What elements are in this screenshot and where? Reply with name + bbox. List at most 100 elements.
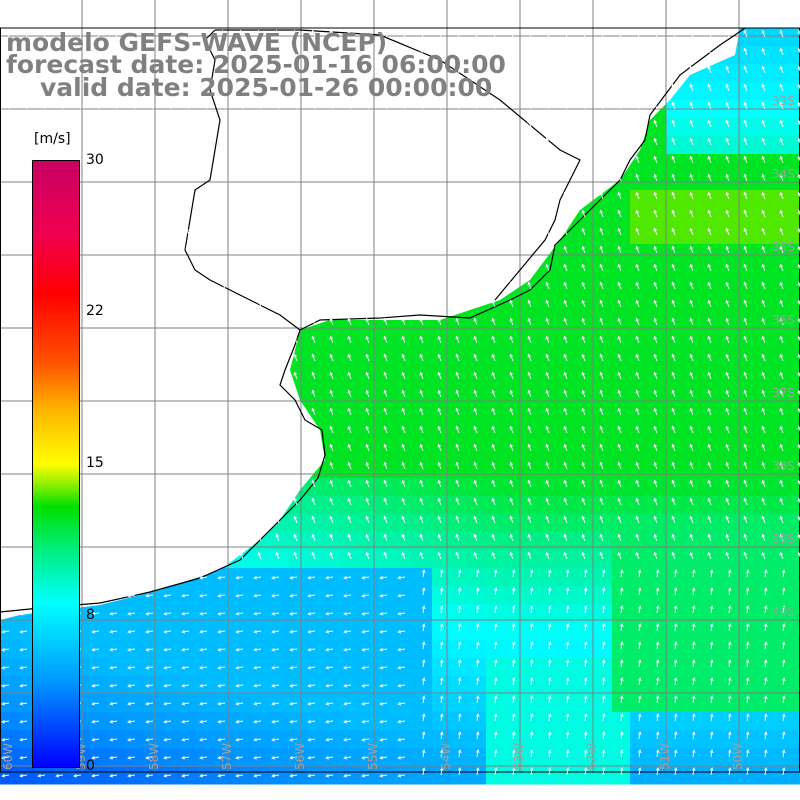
wind-arrow bbox=[619, 659, 624, 668]
wind-arrow bbox=[581, 29, 586, 38]
wind-cell bbox=[342, 586, 361, 605]
wind-arrow bbox=[163, 755, 172, 760]
wind-cell bbox=[522, 460, 541, 479]
wind-arrow bbox=[779, 317, 784, 326]
wind-cell bbox=[630, 154, 649, 173]
wind-cell bbox=[648, 712, 667, 731]
wind-arrow bbox=[167, 155, 172, 164]
wind-arrow bbox=[455, 155, 460, 164]
wind-arrow bbox=[199, 683, 208, 688]
wind-arrow bbox=[763, 749, 768, 758]
wind-cell bbox=[576, 532, 595, 551]
wind-arrow bbox=[545, 371, 550, 380]
wind-arrow bbox=[655, 695, 660, 704]
wind-arrow bbox=[365, 371, 370, 380]
wind-arrow bbox=[221, 83, 226, 92]
wind-arrow bbox=[401, 479, 406, 488]
wind-arrow bbox=[311, 263, 316, 272]
wind-arrow bbox=[653, 155, 658, 164]
wind-arrow bbox=[347, 227, 352, 236]
wind-cell bbox=[126, 730, 145, 749]
wind-cell bbox=[324, 388, 343, 407]
wind-arrow bbox=[5, 83, 10, 92]
wind-cell bbox=[360, 514, 379, 533]
wind-arrow bbox=[493, 605, 498, 614]
wind-arrow bbox=[725, 119, 730, 128]
wind-cell bbox=[720, 658, 739, 677]
wind-arrow bbox=[599, 155, 604, 164]
wind-arrow bbox=[455, 407, 460, 416]
wind-arrow bbox=[599, 245, 604, 254]
wind-arrow bbox=[365, 461, 370, 470]
wind-arrow bbox=[511, 659, 516, 668]
wind-cell bbox=[414, 550, 433, 569]
wind-arrow bbox=[437, 407, 442, 416]
wind-arrow bbox=[455, 281, 460, 290]
wind-cell bbox=[270, 694, 289, 713]
wind-arrow bbox=[689, 497, 694, 506]
wind-cell bbox=[450, 676, 469, 695]
wind-arrow bbox=[275, 425, 280, 434]
wind-arrow bbox=[257, 533, 262, 542]
wind-arrow bbox=[163, 665, 172, 670]
wind-arrow bbox=[239, 101, 244, 110]
wind-arrow bbox=[475, 731, 480, 740]
wind-arrow bbox=[725, 443, 730, 452]
wind-arrow bbox=[529, 605, 534, 614]
wind-arrow bbox=[239, 479, 244, 488]
wind-cell bbox=[360, 550, 379, 569]
wind-arrow bbox=[131, 101, 136, 110]
colorbar-tick: 30 bbox=[86, 152, 104, 168]
wind-arrow bbox=[653, 47, 658, 56]
wind-arrow bbox=[419, 119, 424, 128]
wind-arrow bbox=[779, 137, 784, 146]
wind-arrow bbox=[565, 641, 570, 650]
wind-arrow bbox=[509, 425, 514, 434]
wind-arrow bbox=[437, 101, 442, 110]
wind-cell bbox=[558, 298, 577, 317]
wind-arrow bbox=[583, 695, 588, 704]
wind-arrow bbox=[257, 353, 262, 362]
wind-arrow bbox=[77, 65, 82, 74]
wind-cell bbox=[486, 568, 505, 587]
wind-arrow bbox=[779, 281, 784, 290]
wind-cell bbox=[774, 298, 793, 317]
wind-cell bbox=[468, 766, 487, 785]
wind-cell bbox=[666, 766, 685, 785]
wind-arrow bbox=[529, 677, 534, 686]
wind-arrow bbox=[473, 533, 478, 542]
lat-label: 34S bbox=[772, 167, 795, 181]
wind-arrow bbox=[727, 713, 732, 722]
wind-arrow bbox=[779, 209, 784, 218]
wind-arrow bbox=[545, 65, 550, 74]
wind-arrow bbox=[343, 665, 352, 670]
wind-cell bbox=[666, 190, 685, 209]
wind-arrow bbox=[563, 263, 568, 272]
wind-cell bbox=[252, 748, 271, 767]
wind-arrow bbox=[347, 335, 352, 344]
wind-arrow bbox=[671, 371, 676, 380]
wind-arrow bbox=[653, 533, 658, 542]
wind-arrow bbox=[475, 749, 480, 758]
wind-arrow bbox=[401, 443, 406, 452]
wind-cell bbox=[792, 694, 800, 713]
wind-cell bbox=[486, 532, 505, 551]
wind-arrow bbox=[509, 47, 514, 56]
wind-cell bbox=[738, 766, 757, 785]
wind-arrow bbox=[437, 353, 442, 362]
wind-arrow bbox=[455, 335, 460, 344]
wind-arrow bbox=[689, 263, 694, 272]
wind-cell bbox=[270, 532, 289, 551]
wind-cell bbox=[576, 604, 595, 623]
wind-arrow bbox=[491, 191, 496, 200]
wind-arrow bbox=[181, 755, 190, 760]
wind-arrow bbox=[401, 29, 406, 38]
wind-arrow bbox=[475, 569, 480, 578]
wind-cell bbox=[738, 550, 757, 569]
wind-arrow bbox=[491, 83, 496, 92]
wind-arrow bbox=[439, 641, 444, 650]
wind-cell bbox=[666, 442, 685, 461]
wind-arrow bbox=[239, 65, 244, 74]
wind-arrow bbox=[725, 155, 730, 164]
wind-arrow bbox=[545, 209, 550, 218]
